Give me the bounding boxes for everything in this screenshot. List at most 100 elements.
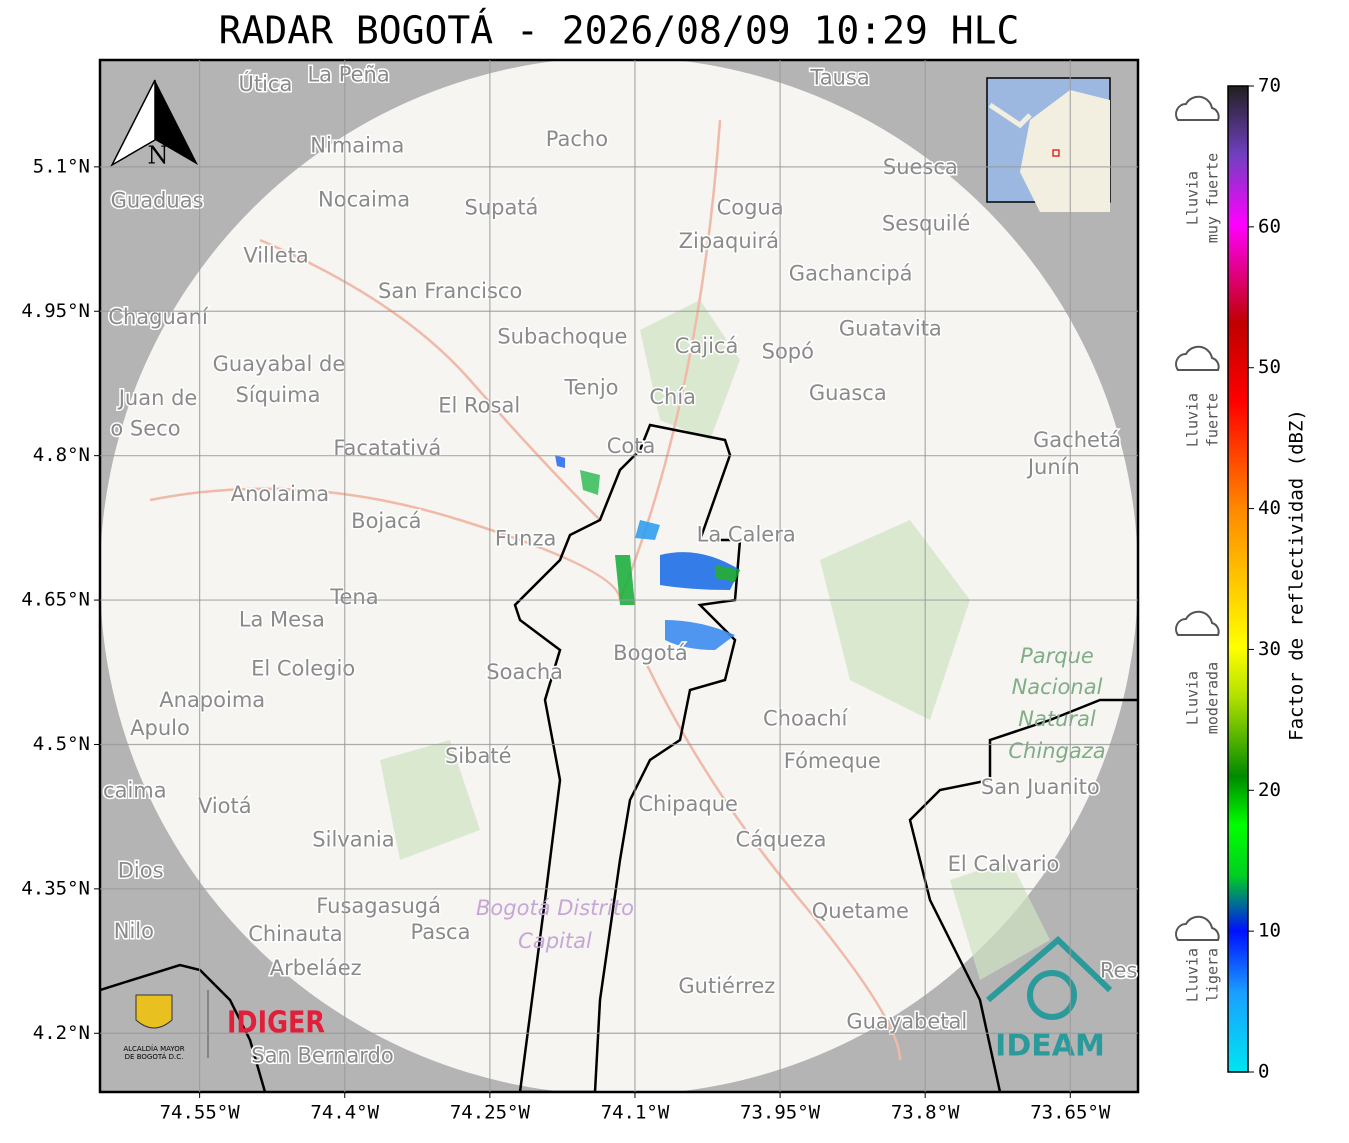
colorbar-tick-label: 20 [1258,779,1281,801]
x-tick-label: 74.25°W [450,1102,531,1124]
place-label: Síquima [236,383,321,407]
place-label: Sibaté [445,744,512,768]
place-label: Arbeláez [270,956,362,980]
y-tick-label: 4.65°N [21,589,90,611]
map-frame [98,58,1140,1094]
place-label: El Colegio [251,656,355,680]
y-tick-label: 4.2°N [33,1022,90,1044]
colorbar-tick-label: 50 [1258,356,1281,378]
legend-text: moderada [1204,662,1222,734]
y-tick-label: 4.5°N [33,733,90,755]
colorbar-ticks: 0 10 20 30 40 50 60 70 [1248,75,1281,1083]
place-label: Nocaima [318,188,410,212]
colorbar-label: Factor de reflectividad (dBZ) [1286,409,1308,741]
place-label: Gutiérrez [678,974,775,998]
logo-text: IDEAM [995,1029,1105,1064]
x-tick-label: 73.65°W [1030,1102,1111,1124]
legend-icon [1175,95,1220,121]
place-label: La Peña [307,62,389,86]
legend-text: ligera [1204,948,1222,1002]
place-label: Pasca [411,920,471,944]
place-label: Gachetá [1033,428,1121,452]
place-label: Nilo [114,919,154,943]
place-label: Quetame [812,899,909,923]
place-label: Gachancipá [789,262,913,286]
place-label: Tausa [809,65,869,89]
place-label: Facatativá [333,436,441,460]
place-label: Guaduas [111,189,204,213]
place-label: Dios [118,859,164,883]
place-label: San Juanito [981,775,1100,799]
y-tick-label: 5.1°N [33,155,90,177]
place-label: El Rosal [438,394,520,418]
place-label: Anolaima [231,482,329,506]
place-label: Cáqueza [736,828,827,852]
place-label: Nimaima [310,134,404,158]
ideam-logo: IDEAM [986,935,1113,1064]
place-label: Bogotá [613,641,688,665]
axes: 74.55°W 74.4°W 74.25°W 74.1°W 73.95°W 73.8°W 7… [21,60,1138,1124]
place-label: Tenjo [563,375,618,399]
place-label: San Bernardo [251,1043,393,1067]
district-label: Bogotá Distrito Capital [476,896,634,953]
colorbar-tick-label: 60 [1258,215,1281,237]
legend-text: fuerte [1204,393,1222,447]
place-label: Guasca [809,381,887,405]
logo-text: ALCALDÍA MAYOR [123,1044,184,1053]
place-label: Anapoima [159,688,265,712]
park-label-line: Natural [1018,707,1096,731]
x-tick-label: 74.55°W [160,1102,241,1124]
place-label: Fusagasugá [316,894,441,918]
place-label: Chipaque [638,792,738,816]
y-tick-label: 4.35°N [21,877,90,899]
place-label: Pacho [546,127,608,151]
place-label: Silvania [312,828,394,852]
place-label: Sopó [762,340,814,364]
y-tick-label: 4.8°N [33,444,90,466]
place-label: caima [103,779,167,803]
place-label: Útica [238,71,292,96]
place-label: Soacha [486,660,563,684]
map [100,60,1138,1092]
legend-text: Lluvia [1184,948,1202,1002]
inset-map [986,77,1111,212]
legend-icon [1175,915,1220,941]
park-label: Parque Nacional Natural Chingaza [1008,644,1105,763]
place-label: Sesquilé [882,212,970,236]
park-label-line: Chingaza [1008,739,1105,763]
place-label: La Calera [697,523,796,547]
place-label: Chinauta [248,922,342,946]
place-label: Guatavita [839,317,942,341]
place-label: Viotá [198,794,252,818]
place-label: Guayabetal [846,1010,967,1034]
x-tick-label: 73.95°W [740,1102,821,1124]
colorbar-tick-label: 0 [1258,1061,1269,1083]
place-label: Choachí [763,706,849,730]
place-label: Apulo [130,716,190,740]
logo-text: DE BOGOTÁ D.C. [125,1052,184,1061]
logo-text: IDIGER [227,1005,325,1041]
colorbar-tick-label: 30 [1258,638,1281,660]
colorbar-tick-label: 40 [1258,497,1281,519]
place-label: Villeta [243,243,308,267]
park-label-line: Parque [1020,644,1094,668]
place-label: Cota [607,434,656,458]
legend-text: muy fuerte [1204,153,1222,243]
place-label: Cajicá [675,334,739,358]
place-label: Bojacá [351,509,421,533]
legend-icon [1175,345,1220,371]
colorbar-tick-label: 10 [1258,920,1281,942]
place-label: Funza [495,526,556,550]
legend-text: Lluvia [1184,671,1202,725]
legend-icon [1175,610,1220,636]
place-label: La Mesa [239,607,325,631]
place-label: El Calvario [948,852,1060,876]
place-label: Chía [649,385,696,409]
place-label: Tena [329,585,378,609]
north-arrow: N [110,79,198,170]
place-label: Res [1100,959,1138,983]
place-label: o Seco [110,417,180,441]
place-label: Junín [1026,455,1080,479]
alcaldia-logo: ALCALDÍA MAYOR DE BOGOTÁ D.C. IDIGER [123,990,325,1061]
